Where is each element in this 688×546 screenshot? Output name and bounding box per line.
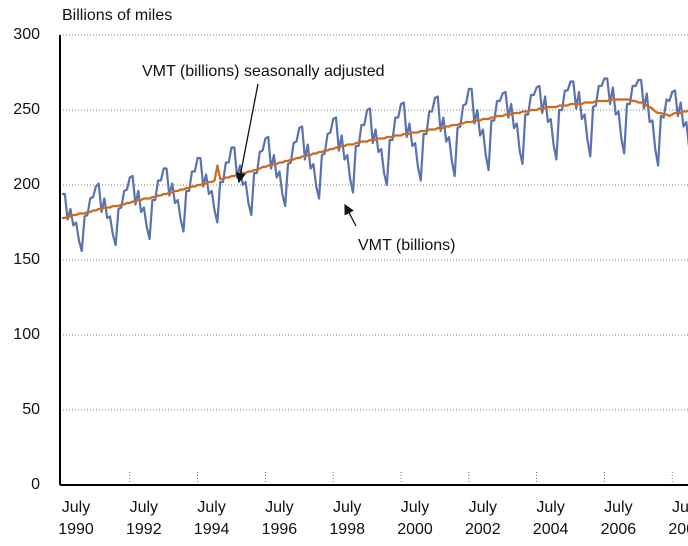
arrow <box>235 83 259 184</box>
x-tick-label: July 2002 <box>465 499 501 538</box>
x-tick-label: July 1996 <box>261 499 298 538</box>
annotation: VMT (billions) seasonally adjusted <box>142 63 384 80</box>
x-tick-label: July 2000 <box>397 499 433 538</box>
y-axis-label: Billions of miles <box>62 7 172 24</box>
arrow <box>344 203 357 227</box>
x-tick-label: July 2008 <box>668 499 688 538</box>
annotation: VMT (billions) <box>358 237 456 254</box>
y-tick-label: 300 <box>13 26 40 43</box>
y-tick-label: 100 <box>13 326 40 343</box>
y-tick-label: 250 <box>13 101 40 118</box>
y-tick-label: 50 <box>22 401 40 418</box>
x-tick-label: July 1998 <box>329 499 365 538</box>
x-tick-label: July 1994 <box>193 499 230 538</box>
x-tick-label: July 1990 <box>58 499 94 538</box>
y-tick-label: 200 <box>13 176 40 193</box>
series-line <box>62 98 688 220</box>
y-tick-label: 150 <box>13 251 40 268</box>
y-tick-label: 0 <box>31 476 40 493</box>
series-line <box>62 77 688 253</box>
x-tick-label: July 1992 <box>126 499 162 538</box>
x-tick-label: July 2006 <box>600 499 637 538</box>
x-tick-label: July 2004 <box>532 499 569 538</box>
